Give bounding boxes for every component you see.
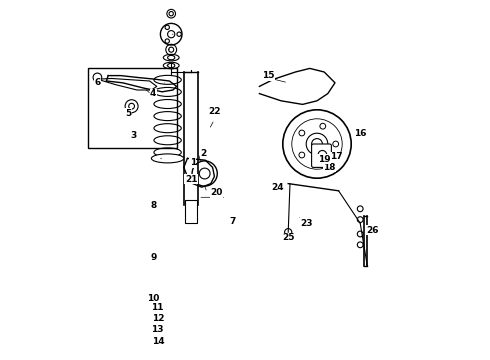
Text: 6: 6 [94, 78, 100, 87]
Text: 19: 19 [318, 155, 331, 163]
Text: 11: 11 [150, 303, 163, 312]
Text: 1: 1 [190, 158, 196, 167]
Text: 16: 16 [354, 129, 367, 138]
Text: 17: 17 [330, 152, 343, 161]
Text: 14: 14 [152, 337, 165, 346]
Text: 2: 2 [200, 149, 207, 158]
Ellipse shape [151, 154, 184, 163]
Text: 21: 21 [185, 175, 197, 184]
Bar [185, 200, 197, 223]
Text: 24: 24 [271, 184, 284, 193]
Text: 25: 25 [282, 233, 294, 242]
Text: 15: 15 [262, 71, 275, 80]
Text: 12: 12 [152, 314, 165, 323]
Text: 7: 7 [229, 217, 236, 226]
Text: 9: 9 [150, 253, 156, 262]
Text: 13: 13 [150, 325, 163, 334]
Text: 10: 10 [147, 294, 159, 303]
Text: 4: 4 [150, 89, 156, 98]
Text: 26: 26 [367, 226, 379, 235]
Text: 22: 22 [208, 107, 220, 116]
FancyBboxPatch shape [312, 144, 331, 167]
Text: 3: 3 [130, 131, 137, 140]
Text: 8: 8 [150, 201, 156, 210]
Text: 20: 20 [210, 188, 222, 197]
Text: 5: 5 [125, 109, 131, 118]
Text: 23: 23 [300, 219, 313, 228]
Text: 18: 18 [323, 163, 336, 172]
Bar [88, 68, 176, 148]
